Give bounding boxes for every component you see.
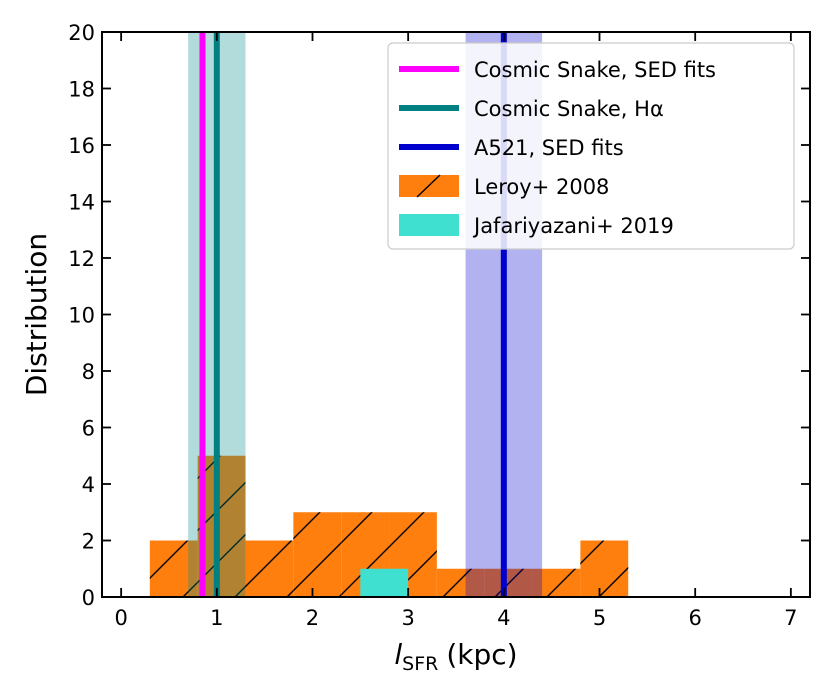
legend-label-2: A521, SED fits	[474, 136, 624, 160]
x-tick-label-4: 4	[497, 606, 510, 630]
y-tick-label-4: 8	[82, 360, 95, 384]
y-tick-label-9: 18	[68, 78, 95, 102]
leroy-bar-hatch-0	[149, 540, 198, 597]
leroy-bar-hatch-2	[245, 540, 294, 597]
x-axis-label: lSFR (kpc)	[394, 638, 517, 675]
leroy-bar-hatch-3	[293, 512, 342, 597]
legend-label-1: Cosmic Snake, Hα	[474, 97, 664, 121]
y-tick-label-10: 20	[68, 21, 95, 45]
leroy-bar-hatch-1	[197, 455, 246, 597]
y-axis-label: Distribution	[20, 233, 53, 396]
leroy-bar-hatch-6	[436, 568, 485, 597]
leroy-bar-hatch-9	[580, 540, 629, 597]
x-tick-label-5: 5	[593, 606, 606, 630]
y-tick-label-2: 4	[82, 473, 95, 497]
y-tick-label-6: 12	[68, 247, 95, 271]
y-tick-label-0: 0	[82, 586, 95, 610]
y-tick-label-8: 16	[68, 134, 95, 158]
x-tick-label-3: 3	[401, 606, 414, 630]
x-axis-label-subscript: SFR	[402, 653, 438, 675]
y-tick-label-5: 10	[68, 304, 95, 328]
legend-swatch-4	[399, 214, 459, 236]
x-tick-label-1: 1	[210, 606, 223, 630]
y-tick-label-1: 2	[82, 530, 95, 554]
y-tick-label-3: 6	[82, 417, 95, 441]
legend-swatch-hatch-3	[416, 174, 441, 198]
leroy-bar-hatch-8	[532, 568, 581, 597]
plot-frame	[101, 31, 811, 598]
leroy-bar-hatch-7	[484, 568, 533, 597]
x-axis-label-symbol: l	[394, 638, 402, 671]
legend-label-0: Cosmic Snake, SED fits	[474, 58, 716, 82]
legend-box	[387, 42, 795, 250]
legend: Cosmic Snake, SED fits Cosmic Snake, Hα A5…	[387, 42, 795, 250]
x-tick-label-2: 2	[306, 606, 319, 630]
legend-label-4: Jafariyazani+ 2019	[472, 214, 674, 238]
y-tick-label-7: 14	[68, 191, 95, 215]
jafariyazani-bar-0	[360, 568, 409, 597]
x-tick-label-7: 7	[784, 606, 797, 630]
legend-label-3: Leroy+ 2008	[474, 175, 609, 199]
x-tick-label-6: 6	[689, 606, 702, 630]
x-axis-label-unit: (kpc)	[446, 638, 517, 671]
x-tick-label-0: 0	[114, 606, 127, 630]
